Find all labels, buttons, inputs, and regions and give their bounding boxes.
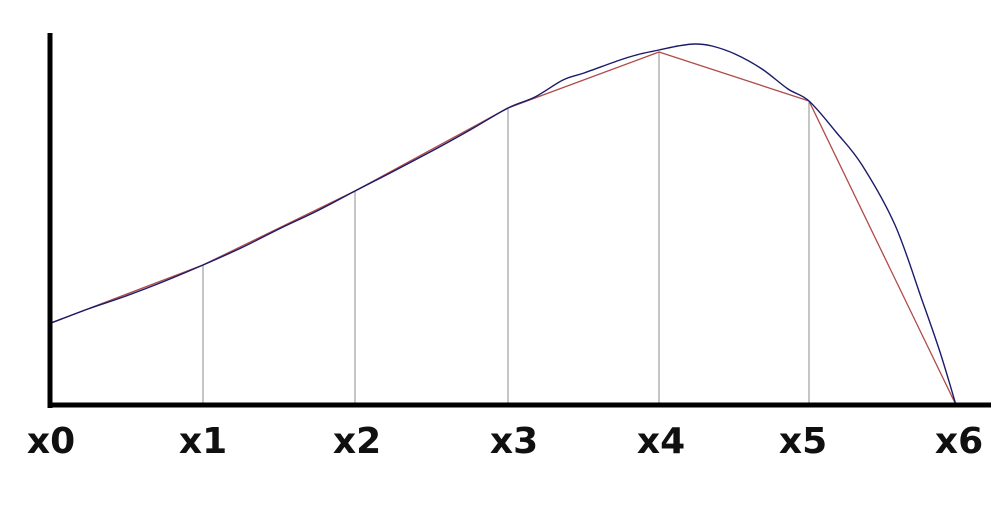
tick-label-x0: x0 bbox=[27, 421, 75, 462]
tick-label-x6: x6 bbox=[935, 421, 983, 462]
function-curve bbox=[50, 43, 957, 406]
tick-label-x2: x2 bbox=[333, 421, 381, 462]
tick-label-x5: x5 bbox=[779, 421, 827, 462]
tick-label-x4: x4 bbox=[637, 421, 685, 462]
tick-label-x3: x3 bbox=[490, 421, 538, 462]
trapezoid-chords bbox=[50, 51, 957, 406]
tick-label-x1: x1 bbox=[179, 421, 227, 462]
